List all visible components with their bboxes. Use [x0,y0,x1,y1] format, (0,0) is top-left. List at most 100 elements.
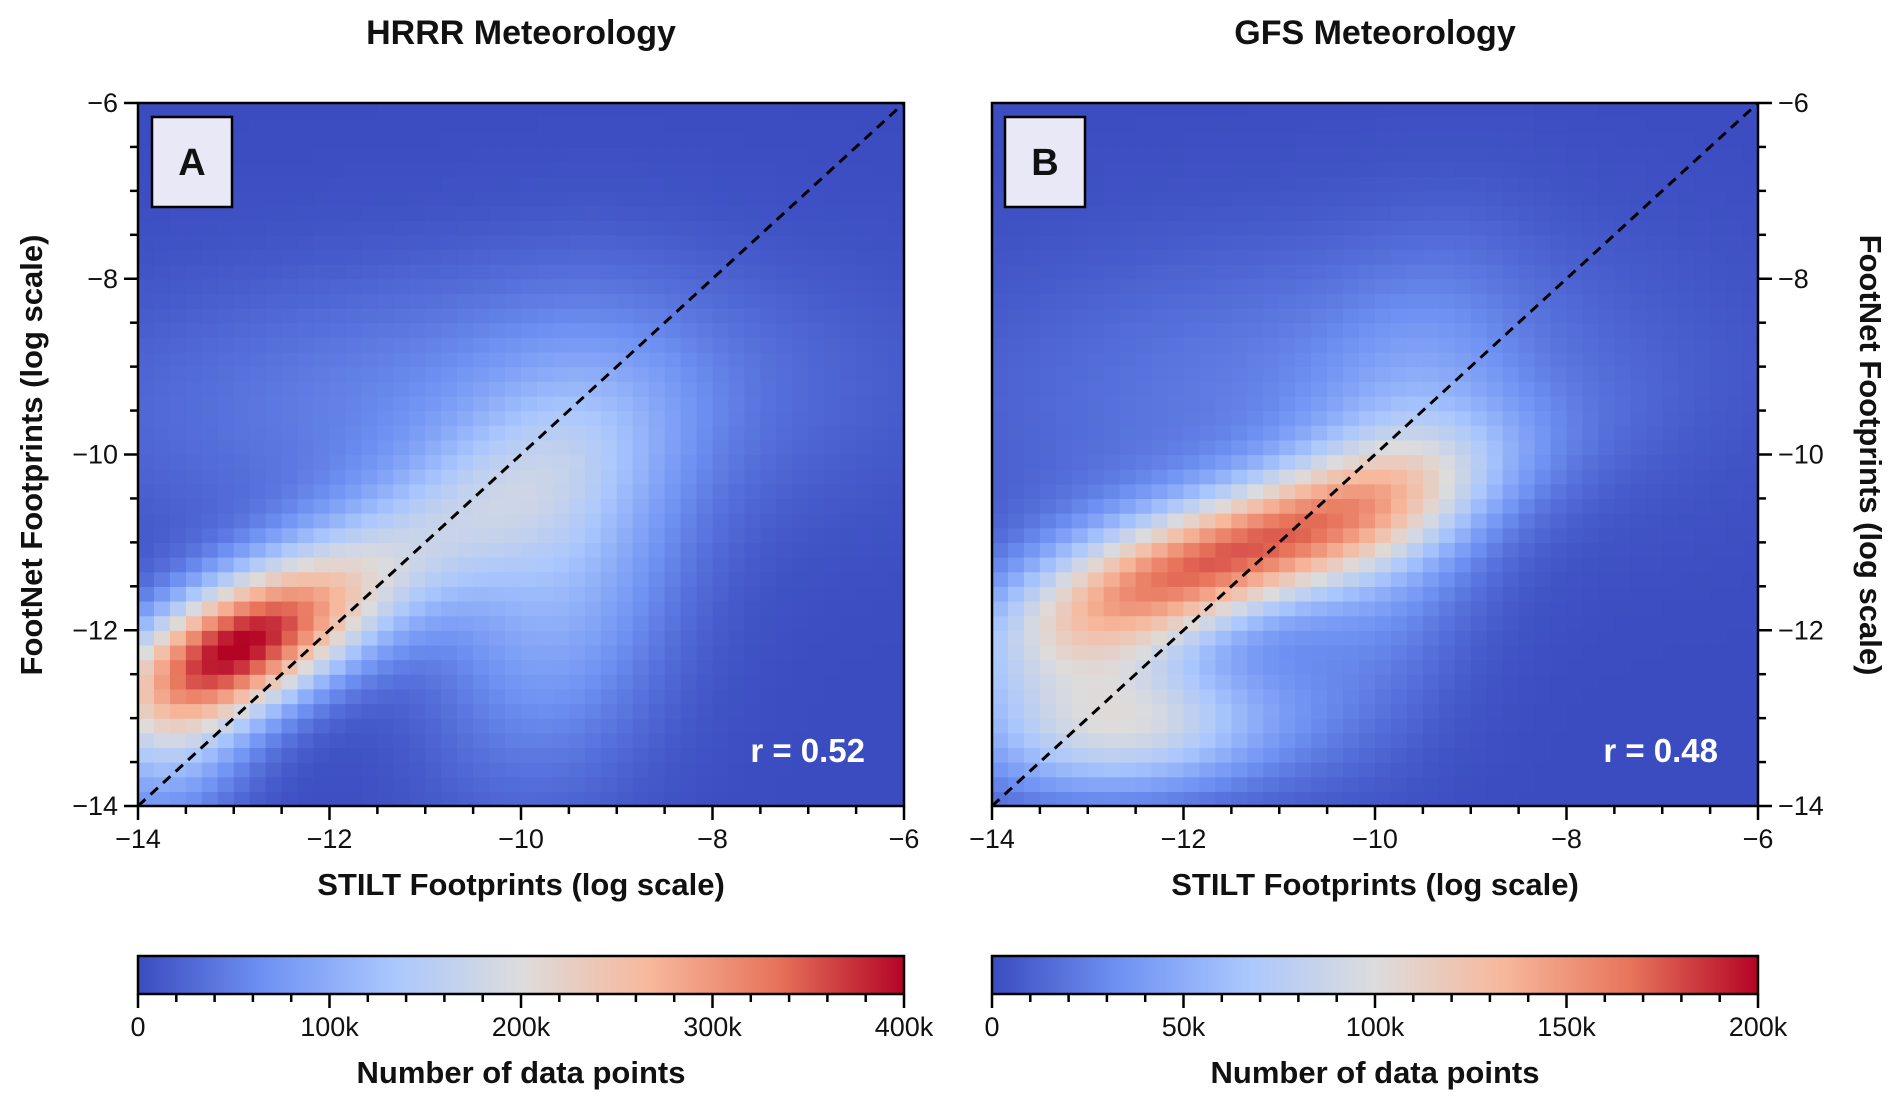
heatmap-cell [648,542,666,558]
heatmap-cell [1103,732,1121,749]
heatmap-cell [1055,278,1073,294]
heatmap-cell [249,205,267,221]
heatmap-cell [1247,308,1264,324]
heatmap-cell [217,615,235,631]
heatmap-cell [1630,322,1647,338]
heatmap-cell [1007,337,1025,353]
heatmap-cell [441,615,458,631]
heatmap-cell [1135,205,1153,221]
heatmap-cell [1007,454,1025,470]
heatmap-cell [760,337,777,353]
heatmap-cell [1390,776,1408,792]
heatmap-cell [600,513,618,529]
panel-b-heatmap [992,103,1758,806]
heatmap-cell [1151,176,1169,192]
heatmap-cell [1375,322,1392,338]
heatmap-cell [361,146,378,163]
heatmap-cell [377,439,394,456]
heatmap-cell [632,205,650,221]
heatmap-cell [1247,644,1264,661]
heatmap-cell [1566,249,1584,265]
heatmap-cell [425,293,442,309]
heatmap-cell [345,264,363,280]
heatmap-cell [361,322,378,338]
heatmap-cell [1694,527,1711,543]
heatmap-cell [1071,630,1089,646]
heatmap-cell [536,542,554,558]
heatmap-cell [1023,425,1041,441]
heatmap-cell [616,732,634,749]
heatmap-cell [233,117,251,133]
heatmap-cell [521,322,538,338]
heatmap-cell [1023,542,1041,558]
heatmap-cell [361,615,378,631]
heatmap-cell [776,513,793,529]
heatmap-cell [1311,190,1328,207]
heatmap-cell [521,674,538,690]
heatmap-cell [1646,132,1663,148]
heatmap-cell [1007,571,1025,587]
heatmap-cell [888,732,904,749]
heatmap-cell [265,176,283,192]
heatmap-cell [1071,337,1089,353]
heatmap-cell [1151,454,1169,470]
heatmap-cell [185,586,203,602]
heatmap-cell [1726,791,1743,806]
heatmap-cell [489,366,506,382]
colorbar-tick-label: 150k [1537,1012,1596,1042]
heatmap-cell [1071,395,1089,412]
heatmap-cell [1231,337,1248,353]
heatmap-cell [489,718,506,734]
heatmap-cell [1422,527,1440,543]
heatmap-cell [1550,571,1568,587]
heatmap-cell [1470,586,1488,602]
heatmap-cell [1422,381,1440,397]
heatmap-cell [265,410,283,426]
heatmap-cell [1438,337,1456,353]
heatmap-cell [600,249,618,265]
heatmap-cell [1263,220,1280,236]
heatmap-cell [632,791,650,806]
heatmap-cell [297,483,315,500]
heatmap-cell [1390,469,1408,485]
heatmap-cell [856,586,873,602]
heatmap-cell [776,542,793,558]
heatmap-cell [1534,103,1552,119]
heatmap-cell [473,659,490,675]
heatmap-cell [712,454,730,470]
heatmap-cell [1630,264,1647,280]
heatmap-cell [1215,308,1232,324]
heatmap-cell [1151,762,1169,778]
heatmap-cell [584,264,602,280]
heatmap-cell [1167,513,1185,529]
heatmap-cell [521,161,538,177]
heatmap-cell [1646,278,1663,294]
heatmap-cell [680,337,698,353]
heatmap-cell [1055,103,1073,119]
heatmap-cell [584,190,602,207]
heatmap-cell [1598,630,1615,646]
heatmap-cell [1390,718,1408,734]
heatmap-cell [1662,630,1679,646]
heatmap-cell [1470,249,1488,265]
heatmap-cell [1550,249,1568,265]
heatmap-cell [329,161,347,177]
heatmap-cell [281,117,299,133]
heatmap-cell [1039,762,1057,778]
heatmap-cell [1151,308,1169,324]
heatmap-cell [568,117,586,133]
heatmap-cell [233,718,251,734]
heatmap-cell [409,351,426,368]
heatmap-cell [1534,586,1552,602]
heatmap-cell [489,205,506,221]
heatmap-cell [361,264,378,280]
heatmap-cell [1359,234,1376,251]
heatmap-cell [138,278,155,294]
heatmap-cell [1167,615,1185,631]
heatmap-cell [680,351,698,368]
heatmap-cell [600,747,618,763]
heatmap-cell [1375,308,1392,324]
heatmap-cell [297,381,315,397]
heatmap-cell [600,732,618,749]
heatmap-cell [1151,103,1169,119]
